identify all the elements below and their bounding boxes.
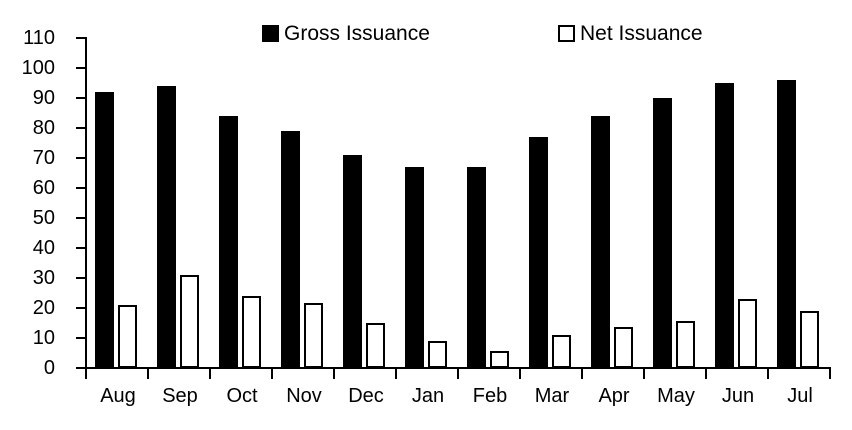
x-tick-9	[643, 367, 645, 379]
y-tick-10	[76, 337, 86, 339]
bar-net-jan	[428, 341, 447, 368]
y-tick-20	[76, 307, 86, 309]
y-tick-label-10: 10	[32, 327, 55, 349]
y-tick-label-80: 80	[32, 117, 55, 139]
bar-net-aug	[118, 305, 137, 368]
x-category-label-mar: Mar	[534, 385, 570, 407]
net-issuance-swatch-icon	[558, 25, 575, 42]
bar-net-nov	[304, 303, 323, 368]
y-tick-60	[76, 187, 86, 189]
gross-issuance-swatch-icon	[262, 25, 279, 42]
bar-net-mar	[552, 335, 571, 368]
legend-label-net-issuance: Net Issuance	[580, 22, 703, 45]
x-tick-12	[829, 367, 831, 379]
y-tick-40	[76, 247, 86, 249]
x-tick-7	[519, 367, 521, 379]
y-tick-70	[76, 157, 86, 159]
y-tick-50	[76, 217, 86, 219]
x-category-label-may: May	[657, 385, 695, 407]
bar-gross-jan	[405, 167, 424, 368]
y-tick-110	[76, 37, 86, 39]
x-category-label-sep: Sep	[162, 385, 198, 407]
x-tick-6	[457, 367, 459, 379]
y-tick-0	[76, 367, 86, 369]
y-tick-label-60: 60	[32, 177, 55, 199]
bar-gross-mar	[529, 137, 548, 368]
x-category-label-jan: Jan	[411, 385, 445, 407]
y-tick-label-110: 110	[23, 27, 55, 49]
y-tick-label-70: 70	[32, 147, 55, 169]
x-category-label-oct: Oct	[226, 385, 258, 407]
y-tick-label-50: 50	[32, 207, 55, 229]
bar-net-sep	[180, 275, 199, 368]
bar-net-feb	[490, 351, 509, 368]
y-tick-label-90: 90	[32, 87, 55, 109]
y-tick-label-40: 40	[32, 237, 55, 259]
y-tick-label-100: 100	[21, 57, 55, 79]
bar-gross-nov	[281, 131, 300, 368]
bar-gross-jun	[715, 83, 734, 368]
bar-gross-may	[653, 98, 672, 368]
legend-item-gross-issuance: Gross Issuance	[262, 23, 430, 44]
bar-gross-apr	[591, 116, 610, 368]
bar-net-dec	[366, 323, 385, 368]
y-tick-90	[76, 97, 86, 99]
legend-item-net-issuance: Net Issuance	[558, 23, 703, 44]
x-category-label-feb: Feb	[472, 385, 508, 407]
bar-net-jun	[738, 299, 757, 368]
x-category-label-dec: Dec	[348, 385, 384, 407]
x-tick-11	[767, 367, 769, 379]
x-category-label-aug: Aug	[100, 385, 136, 407]
x-tick-8	[581, 367, 583, 379]
y-tick-label-30: 30	[32, 267, 55, 289]
y-tick-label-20: 20	[32, 297, 55, 319]
x-category-label-nov: Nov	[286, 385, 322, 407]
bar-gross-sep	[157, 86, 176, 368]
bar-gross-aug	[95, 92, 114, 368]
y-tick-label-0: 0	[43, 357, 55, 379]
x-tick-2	[209, 367, 211, 379]
bar-net-may	[676, 321, 695, 368]
x-tick-0	[85, 367, 87, 379]
y-axis-line	[85, 37, 87, 369]
x-category-label-apr: Apr	[598, 385, 630, 407]
x-tick-5	[395, 367, 397, 379]
x-tick-4	[333, 367, 335, 379]
y-tick-100	[76, 67, 86, 69]
legend-label-gross-issuance: Gross Issuance	[284, 22, 430, 45]
x-tick-10	[705, 367, 707, 379]
bar-gross-dec	[343, 155, 362, 368]
bar-net-oct	[242, 296, 261, 368]
x-tick-1	[147, 367, 149, 379]
x-category-label-jun: Jun	[721, 385, 755, 407]
bar-gross-oct	[219, 116, 238, 368]
bar-gross-jul	[777, 80, 796, 368]
x-tick-3	[271, 367, 273, 379]
y-tick-80	[76, 127, 86, 129]
y-tick-30	[76, 277, 86, 279]
bar-gross-feb	[467, 167, 486, 368]
bar-net-jul	[800, 311, 819, 368]
bar-net-apr	[614, 327, 633, 368]
x-category-label-jul: Jul	[787, 385, 813, 407]
